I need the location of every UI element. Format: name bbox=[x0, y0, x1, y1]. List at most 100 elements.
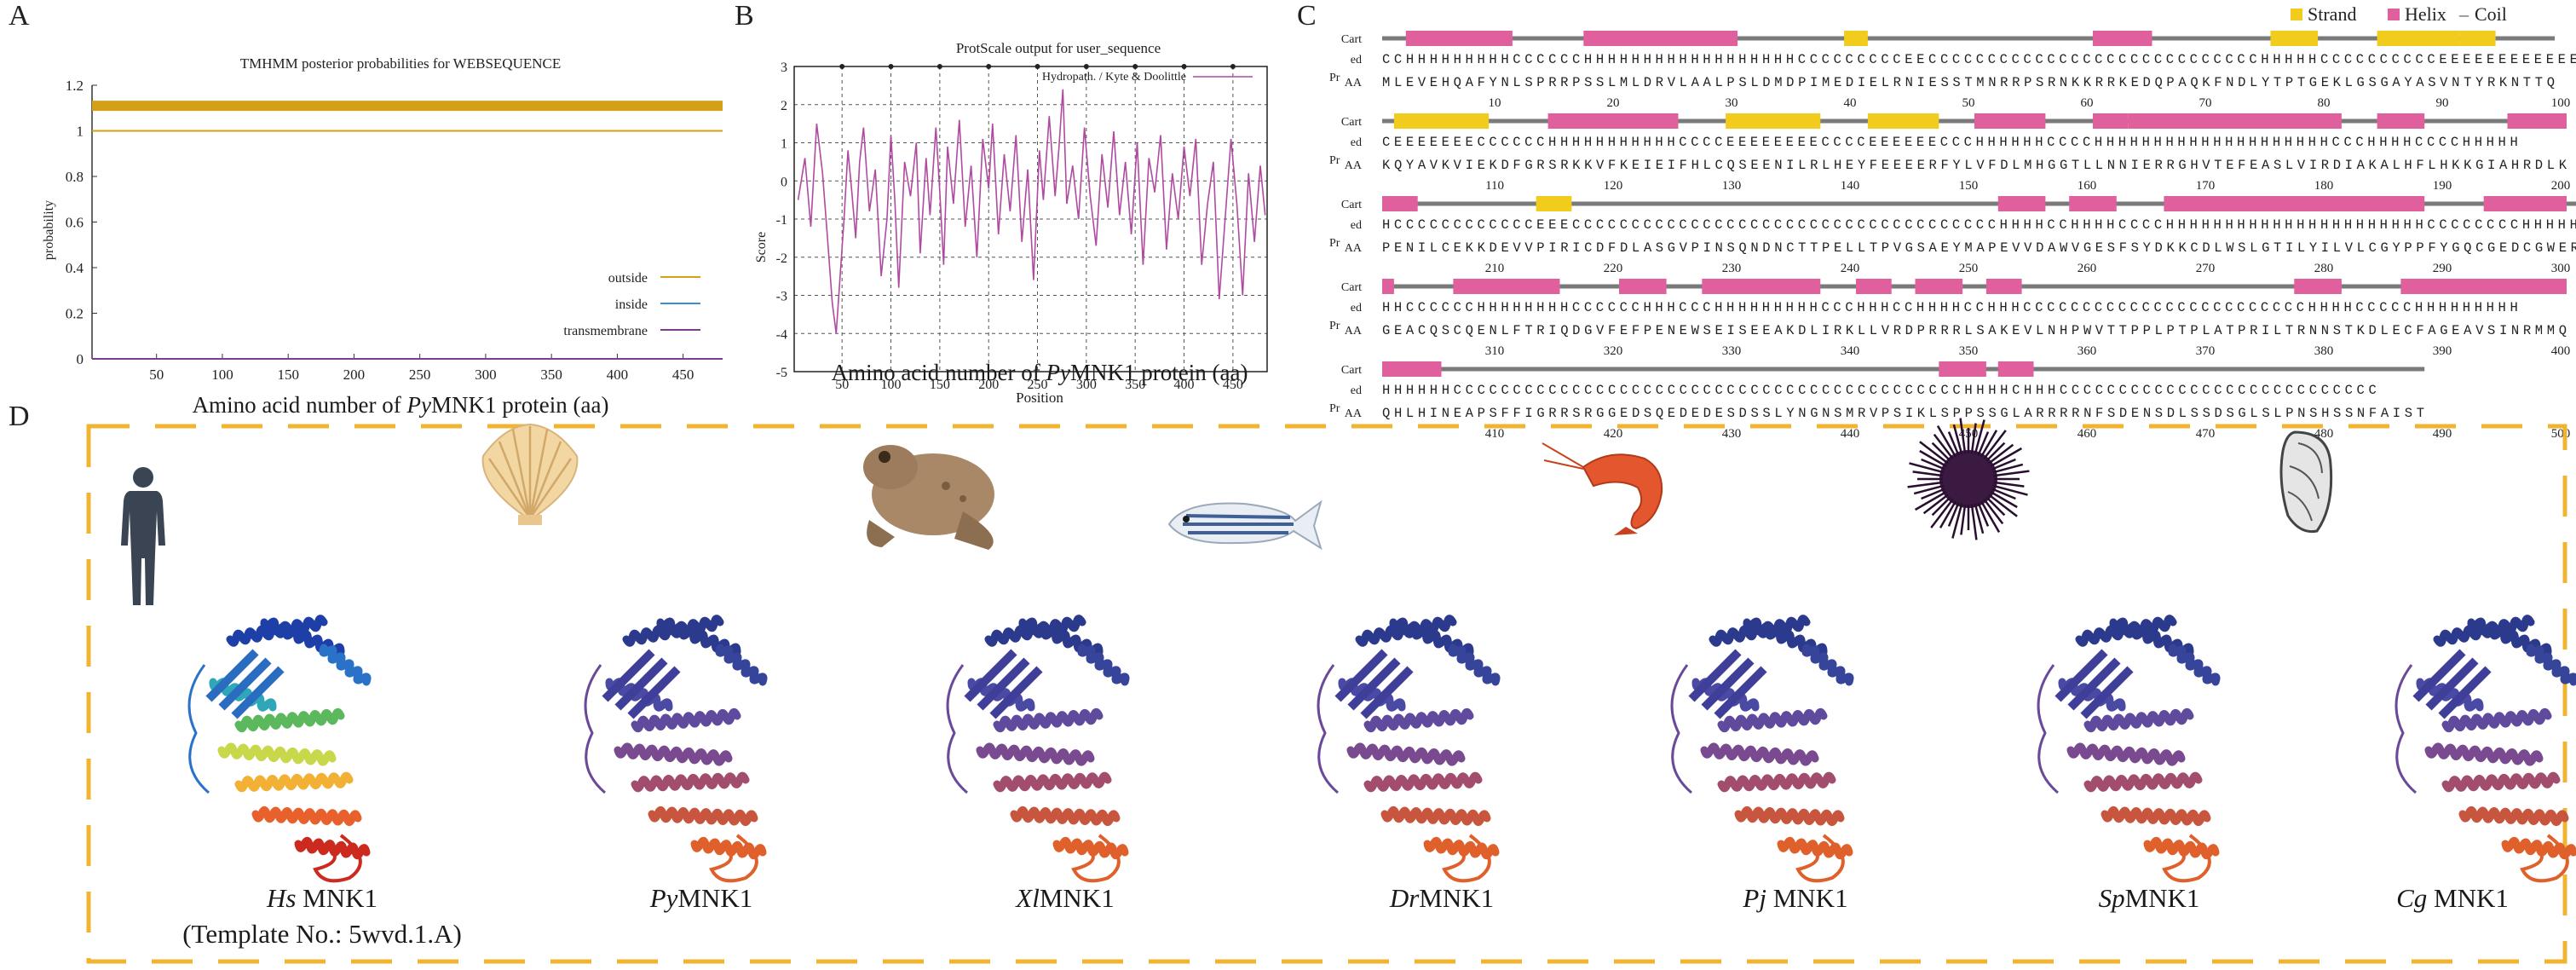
legend-label: Hydropath. / Kyte & Doolittle bbox=[1042, 71, 1186, 84]
x-tick-label: 300 bbox=[1076, 378, 1097, 392]
legend-helix-label: Helix bbox=[2405, 3, 2446, 25]
template-note: (Template No.: 5wvd.1.A) bbox=[182, 919, 462, 949]
x-tick-label: 250 bbox=[409, 367, 431, 383]
species-protein: MNK1 bbox=[2124, 883, 2200, 913]
helix-ribbon bbox=[260, 617, 345, 657]
residue-number: 270 bbox=[2196, 262, 2216, 275]
residue-number: 280 bbox=[2314, 262, 2334, 275]
chart-b-grid bbox=[794, 66, 1267, 372]
helix-segment bbox=[2164, 196, 2425, 211]
row-label-aa: AA bbox=[1345, 325, 1363, 338]
helix-ribbon bbox=[976, 742, 1095, 766]
residue-number: 70 bbox=[2199, 96, 2212, 110]
urchin-spine bbox=[1933, 433, 1954, 459]
helix-ribbon bbox=[2083, 707, 2194, 733]
urchin-spine bbox=[1919, 449, 1947, 468]
row-label-cart: Cart bbox=[1341, 281, 1362, 294]
loop bbox=[1442, 834, 1491, 883]
y-tick-label: 1 bbox=[77, 124, 84, 140]
helix-ribbon bbox=[2168, 644, 2221, 686]
secondary-structure-panel: Strand Helix – Coil Cart ed CCHHHHHHHHHCCCCCC… bbox=[1329, 3, 2576, 441]
frog-icon bbox=[863, 445, 994, 550]
urchin-spine bbox=[1951, 503, 1963, 539]
species-label-dr: DrMNK1 bbox=[1271, 883, 1612, 914]
ss-sequence: HHCCCCCCHHHHHHHHCCCCCCHHHCCCHHHHHHHHHCCC… bbox=[1382, 300, 2519, 315]
species-abbrev: Dr bbox=[1389, 883, 1420, 913]
x-tick-label: 350 bbox=[540, 367, 562, 383]
aa-sequence: GEACQSCQENLFTRIQDGVFEFPENEWSEISEEAKDLIRK… bbox=[1382, 323, 2567, 338]
helix-ribbon bbox=[2109, 617, 2194, 657]
caption-b-pre: Amino acid number of bbox=[831, 360, 1046, 385]
loop bbox=[1670, 664, 1692, 794]
urchin-spine bbox=[1909, 462, 1945, 474]
helix-ribbon bbox=[1380, 805, 1491, 827]
x-tick-label: 250 bbox=[1028, 378, 1048, 392]
residue-number: 370 bbox=[2196, 344, 2216, 358]
loop bbox=[2162, 834, 2211, 883]
helix-ribbon bbox=[993, 771, 1112, 793]
loop bbox=[187, 664, 210, 794]
helix-ribbon bbox=[648, 805, 758, 827]
urchin-spine bbox=[1970, 423, 1977, 454]
x-tick-dot bbox=[1083, 64, 1089, 69]
x-tick-label: 50 bbox=[835, 378, 849, 392]
strand-segment bbox=[1536, 196, 1572, 211]
residue-number: 470 bbox=[2196, 427, 2216, 441]
row-label-ed: ed bbox=[1351, 384, 1362, 397]
strand-segment bbox=[1844, 31, 1868, 46]
strand-segment bbox=[2270, 31, 2319, 46]
residue-number: 420 bbox=[1604, 427, 1623, 441]
urchin-spine bbox=[1936, 424, 1957, 458]
species-abbrev: Pj bbox=[1743, 883, 1766, 913]
sheet-arrow bbox=[205, 649, 259, 702]
x-tick-label: 400 bbox=[607, 367, 629, 383]
species-label-pj: Pj MNK1 bbox=[1625, 883, 1966, 914]
residue-number: 300 bbox=[2551, 262, 2571, 275]
legend-helix-swatch bbox=[2388, 9, 2400, 20]
loop bbox=[709, 834, 758, 883]
helix-ribbon bbox=[2526, 644, 2576, 686]
panel-letter-d: D bbox=[9, 401, 30, 432]
sheet-arrow bbox=[614, 657, 668, 711]
helix-segment bbox=[1974, 113, 2046, 129]
sheet-arrow bbox=[1714, 666, 1767, 719]
chart-a-caption: Amino acid number of PyMNK1 protein (aa) bbox=[136, 392, 665, 419]
residue-number: 390 bbox=[2433, 344, 2452, 358]
y-tick-label: 1 bbox=[781, 137, 787, 152]
helix-segment bbox=[1856, 279, 1892, 294]
helix-ribbon bbox=[319, 644, 372, 686]
residue-number: 110 bbox=[1485, 179, 1504, 193]
sheet-arrow bbox=[977, 657, 1030, 711]
row-label-ed: ed bbox=[1351, 302, 1362, 315]
human-icon bbox=[121, 467, 165, 605]
sheet-arrow bbox=[231, 666, 285, 719]
chart-a-title: TMHMM posterior probabilities for WEBSEQ… bbox=[240, 55, 561, 72]
legend-label-transmembrane: transmembrane bbox=[563, 324, 648, 338]
x-tick-dot bbox=[936, 64, 942, 69]
helix-ribbon bbox=[234, 707, 345, 733]
x-tick-label: 150 bbox=[930, 378, 950, 392]
y-tick-label: 1.2 bbox=[66, 78, 84, 94]
residue-number: 170 bbox=[2196, 179, 2216, 193]
ss-block: Cart ed CEEEEEEECCCCCCHHHHHHHHHHHCCCCEEEEE… bbox=[1329, 113, 2570, 193]
helix-ribbon bbox=[1743, 617, 1828, 657]
protein-model-1 bbox=[187, 615, 372, 883]
residue-number: 290 bbox=[2433, 262, 2452, 275]
urchin-spine bbox=[1931, 496, 1951, 517]
loop bbox=[946, 664, 968, 794]
helix-ribbon bbox=[631, 707, 741, 733]
urchin-spine bbox=[1974, 419, 1985, 455]
helix-segment bbox=[1382, 361, 1442, 377]
helix-ribbon bbox=[1346, 742, 1466, 766]
urchin-spine bbox=[1983, 499, 2004, 525]
sheet-arrow bbox=[1360, 666, 1414, 719]
legend-coil-mark: – bbox=[2458, 3, 2469, 25]
helix-segment bbox=[1405, 31, 1513, 46]
row-label-cart: Cart bbox=[1341, 33, 1362, 46]
urchin-spine bbox=[1959, 418, 1967, 454]
species-protein: MNK1 bbox=[1419, 883, 1495, 913]
aa-sequence: MLEVEHQAFYNLSPRRPSSLMLDRVLAALPSLDMDPIMED… bbox=[1382, 75, 2555, 90]
x-tick-label: 200 bbox=[343, 367, 366, 383]
helix-segment bbox=[1583, 31, 1738, 46]
urchin-spine bbox=[1990, 490, 2018, 509]
